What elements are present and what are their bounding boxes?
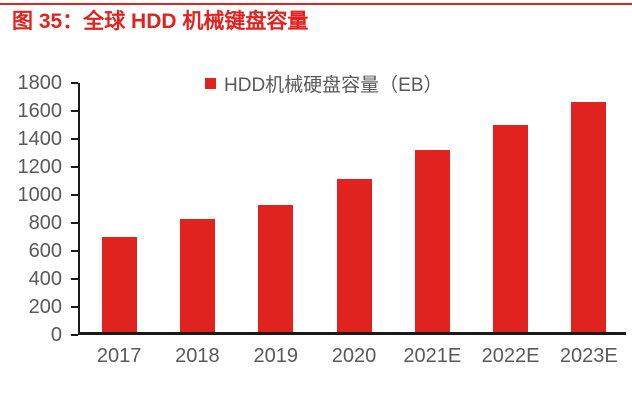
x-tick-label: 2019: [253, 345, 298, 367]
bar-2022E: [493, 124, 529, 332]
y-tick-label: 1400: [17, 128, 63, 150]
y-tick-mark: [71, 194, 78, 196]
y-tick-mark: [71, 110, 78, 112]
y-tick-mark: [71, 82, 78, 84]
y-tick-label: 600: [28, 240, 62, 262]
legend-swatch-icon: [205, 78, 216, 89]
y-tick-label: 0: [50, 324, 62, 346]
bar-2019: [258, 204, 294, 332]
y-tick-mark: [71, 278, 78, 280]
bar-2023E: [571, 102, 607, 332]
y-tick-mark: [71, 138, 78, 140]
y-tick-mark: [71, 306, 78, 308]
bar-2018: [179, 218, 215, 332]
y-tick-label: 1600: [17, 100, 63, 122]
y-tick-mark: [71, 166, 78, 168]
legend-label: HDD机械硬盘容量（EB）: [224, 75, 443, 96]
x-tick-label: 2018: [175, 345, 220, 367]
x-tick-label: 2020: [331, 345, 377, 367]
x-tick-label: 2021E: [403, 345, 462, 367]
figure-title: 图 35：全球 HDD 机械键盘容量: [12, 10, 309, 33]
y-tick-label: 1200: [17, 156, 63, 178]
x-tick-label: 2023E: [559, 345, 618, 367]
bar-2017: [101, 236, 137, 332]
y-tick-mark: [71, 250, 78, 252]
bar-2020: [336, 179, 372, 332]
y-tick-label: 400: [28, 268, 62, 290]
y-tick-label: 1800: [17, 72, 63, 94]
y-tick-label: 800: [28, 212, 62, 234]
y-tick-label: 200: [28, 296, 62, 318]
legend: HDD机械硬盘容量（EB）: [205, 70, 443, 97]
plot-area: 0 200 400 600 800 1000 1200 1400 1600 1800 2017 201…: [18, 72, 626, 367]
x-tick-label: 2022E: [481, 345, 540, 367]
bar-2021E: [414, 150, 450, 332]
x-tick-label: 2017: [96, 345, 142, 367]
y-tick-mark: [71, 334, 78, 336]
y-tick-mark: [71, 222, 78, 224]
top-rule: [0, 3, 632, 5]
y-tick-label: 1000: [17, 184, 63, 206]
